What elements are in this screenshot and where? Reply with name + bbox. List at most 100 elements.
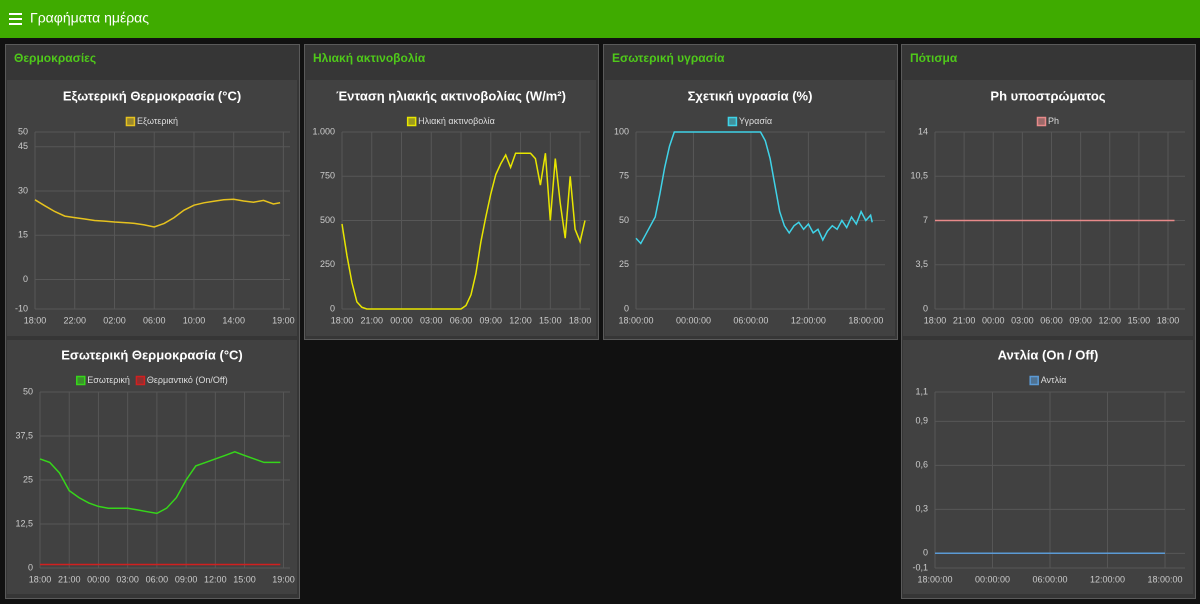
- y-tick-label: 0: [923, 303, 928, 313]
- x-tick-label: 18:00: [569, 315, 592, 325]
- legend-label: Ph: [1048, 116, 1059, 126]
- legend-label: Θερμαντικό (On/Off): [147, 375, 228, 385]
- y-tick-label: 1,1: [915, 386, 928, 396]
- legend: Υγρασία: [727, 116, 772, 127]
- y-tick-label: 50: [23, 386, 33, 396]
- x-tick-label: 18:00: [29, 574, 52, 584]
- x-tick-label: 18:00: [924, 315, 947, 325]
- x-tick-label: 06:00:00: [733, 315, 768, 325]
- chart-card: [903, 80, 1193, 336]
- x-tick-label: 09:00: [480, 315, 503, 325]
- x-tick-label: 22:00: [63, 315, 86, 325]
- x-tick-label: 18:00: [331, 315, 354, 325]
- y-tick-label: 50: [18, 126, 28, 136]
- x-tick-label: 09:00: [175, 574, 198, 584]
- legend: Αντλία: [1029, 375, 1067, 386]
- legend-label: Εξωτερική: [137, 116, 178, 126]
- y-tick-label: 250: [320, 259, 335, 269]
- y-tick-label: 14: [918, 126, 928, 136]
- x-tick-label: 06:00: [1040, 315, 1063, 325]
- group-title: Θερμοκρασίες: [14, 51, 96, 65]
- x-tick-label: 12:00:00: [791, 315, 826, 325]
- y-tick-label: 50: [619, 215, 629, 225]
- chart-title: Σχετική υγρασία (%): [688, 88, 813, 103]
- series-line: [635, 131, 873, 245]
- series-line: [34, 198, 281, 228]
- x-tick-label: 18:00:00: [848, 315, 883, 325]
- chart-title: Αντλία (On / Off): [998, 347, 1099, 362]
- x-tick-label: 12:00: [204, 574, 227, 584]
- y-tick-label: 37,5: [15, 430, 33, 440]
- y-tick-label: 0: [28, 562, 33, 572]
- x-tick-label: 03:00: [1011, 315, 1034, 325]
- x-tick-label: 06:00: [143, 315, 166, 325]
- legend: Εξωτερική: [125, 116, 178, 127]
- page-title: Γραφήματα ημέρας: [30, 10, 149, 26]
- y-tick-label: 75: [619, 171, 629, 181]
- chart-title: Ph υποστρώματος: [990, 88, 1105, 103]
- legend-swatch: [1036, 116, 1047, 127]
- x-tick-label: 19:00: [272, 315, 295, 325]
- group-title: Πότισμα: [910, 51, 958, 65]
- y-tick-label: 3,5: [915, 259, 928, 269]
- chart-card: [7, 340, 297, 594]
- legend-swatch: [125, 116, 136, 127]
- x-tick-label: 21:00: [58, 574, 81, 584]
- y-tick-label: -0,1: [912, 562, 928, 572]
- series-line: [39, 451, 281, 515]
- menu-bar: [9, 18, 22, 20]
- y-tick-label: 0: [624, 303, 629, 313]
- toolbar: [0, 0, 1200, 38]
- x-tick-label: 18:00: [1157, 315, 1180, 325]
- x-tick-label: 15:00: [1128, 315, 1151, 325]
- x-tick-label: 12:00: [509, 315, 532, 325]
- x-tick-label: 03:00: [116, 574, 139, 584]
- legend-label: Υγρασία: [739, 116, 772, 126]
- y-tick-label: 0: [923, 548, 928, 558]
- legend-label: Ηλιακή ακτινοβολία: [418, 116, 495, 126]
- group-title: Ηλιακή ακτινοβολία: [313, 51, 426, 65]
- legend-swatch: [76, 375, 86, 386]
- y-tick-label: 45: [18, 141, 28, 151]
- y-tick-label: 30: [18, 185, 28, 195]
- y-tick-label: 25: [23, 474, 33, 484]
- chart-card: [605, 80, 895, 336]
- y-tick-label: 0,6: [915, 460, 928, 470]
- menu-bar: [9, 13, 22, 15]
- x-tick-label: 10:00: [183, 315, 206, 325]
- group-title: Εσωτερική υγρασία: [612, 51, 725, 65]
- x-tick-label: 14:00: [222, 315, 245, 325]
- x-tick-label: 06:00:00: [1032, 574, 1067, 584]
- x-tick-label: 19:00: [272, 574, 295, 584]
- x-tick-label: 00:00: [390, 315, 413, 325]
- x-tick-label: 00:00:00: [676, 315, 711, 325]
- x-tick-label: 00:00: [982, 315, 1005, 325]
- x-tick-label: 12:00:00: [1090, 574, 1125, 584]
- legend: Ph: [1036, 116, 1059, 127]
- legend-swatch: [1029, 375, 1039, 386]
- legend-label: Αντλία: [1041, 375, 1067, 385]
- x-tick-label: 00:00: [87, 574, 110, 584]
- x-tick-label: 18:00:00: [618, 315, 653, 325]
- x-tick-label: 03:00: [420, 315, 443, 325]
- y-tick-label: 12,5: [15, 518, 33, 528]
- y-tick-label: 0: [330, 303, 335, 313]
- series-line: [341, 152, 586, 310]
- chart-title: Εσωτερική Θερμοκρασία (°C): [61, 347, 242, 362]
- legend: Ηλιακή ακτινοβολία: [406, 116, 495, 127]
- y-tick-label: 100: [614, 126, 629, 136]
- x-tick-label: 18:00: [24, 315, 47, 325]
- chart-title: Ένταση ηλιακής ακτινοβολίας (W/m²): [336, 88, 566, 103]
- x-tick-label: 06:00: [146, 574, 169, 584]
- chart-card: [7, 80, 297, 336]
- y-tick-label: 7: [923, 215, 928, 225]
- menu-button[interactable]: [9, 13, 22, 25]
- x-tick-label: 06:00: [450, 315, 473, 325]
- x-tick-label: 18:00:00: [917, 574, 952, 584]
- chart-card: [903, 340, 1193, 594]
- x-tick-label: 18:00:00: [1148, 574, 1183, 584]
- legend: Εσωτερική Θερμαντικό (On/Off): [76, 375, 228, 386]
- x-tick-label: 15:00: [233, 574, 256, 584]
- legend-swatch: [406, 116, 417, 127]
